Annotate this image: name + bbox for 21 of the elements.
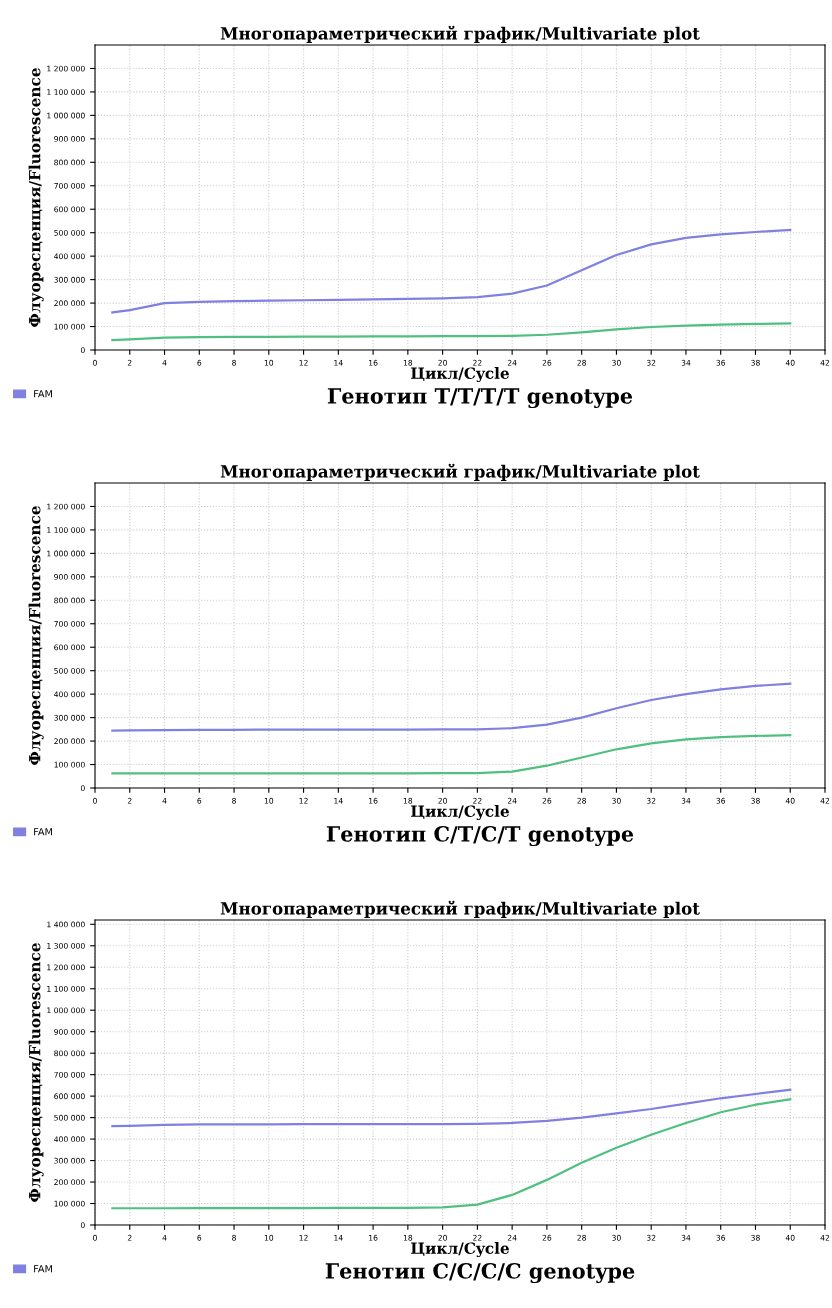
chart-title: Многопараметрический график/Multivariate plot xyxy=(220,25,700,43)
line-series xyxy=(111,322,792,342)
legend-label: FAM xyxy=(34,390,52,398)
legend-label: FAM xyxy=(34,828,52,836)
line-series xyxy=(111,734,792,775)
text: Генотип C/C/C/C genotype xyxy=(325,1262,635,1284)
text: Генотип C/T/C/T genotype xyxy=(326,825,634,847)
x-axis-title: Цикл/Cycle xyxy=(411,367,509,383)
line-series xyxy=(111,682,792,732)
chart-title: Многопараметрический график/Multivariate plot xyxy=(220,900,700,918)
y-axis-title: Флуоресценция/Fluorescence xyxy=(28,506,44,765)
x-axis-title: Цикл/Cycle xyxy=(411,805,509,821)
line-series xyxy=(111,1098,792,1210)
y-axis-title: Флуоресценция/Fluorescence xyxy=(28,68,44,327)
line-series xyxy=(111,228,792,314)
line-series xyxy=(111,1088,792,1128)
y-axis-title: Флуоресценция/Fluorescence xyxy=(28,943,44,1202)
x-axis-title: Цикл/Cycle xyxy=(411,1242,509,1258)
legend-label: FAM xyxy=(34,1265,52,1273)
chart-title: Многопараметрический график/Multivariate plot xyxy=(220,463,700,481)
text: Генотип T/T/T/T genotype xyxy=(327,388,633,409)
